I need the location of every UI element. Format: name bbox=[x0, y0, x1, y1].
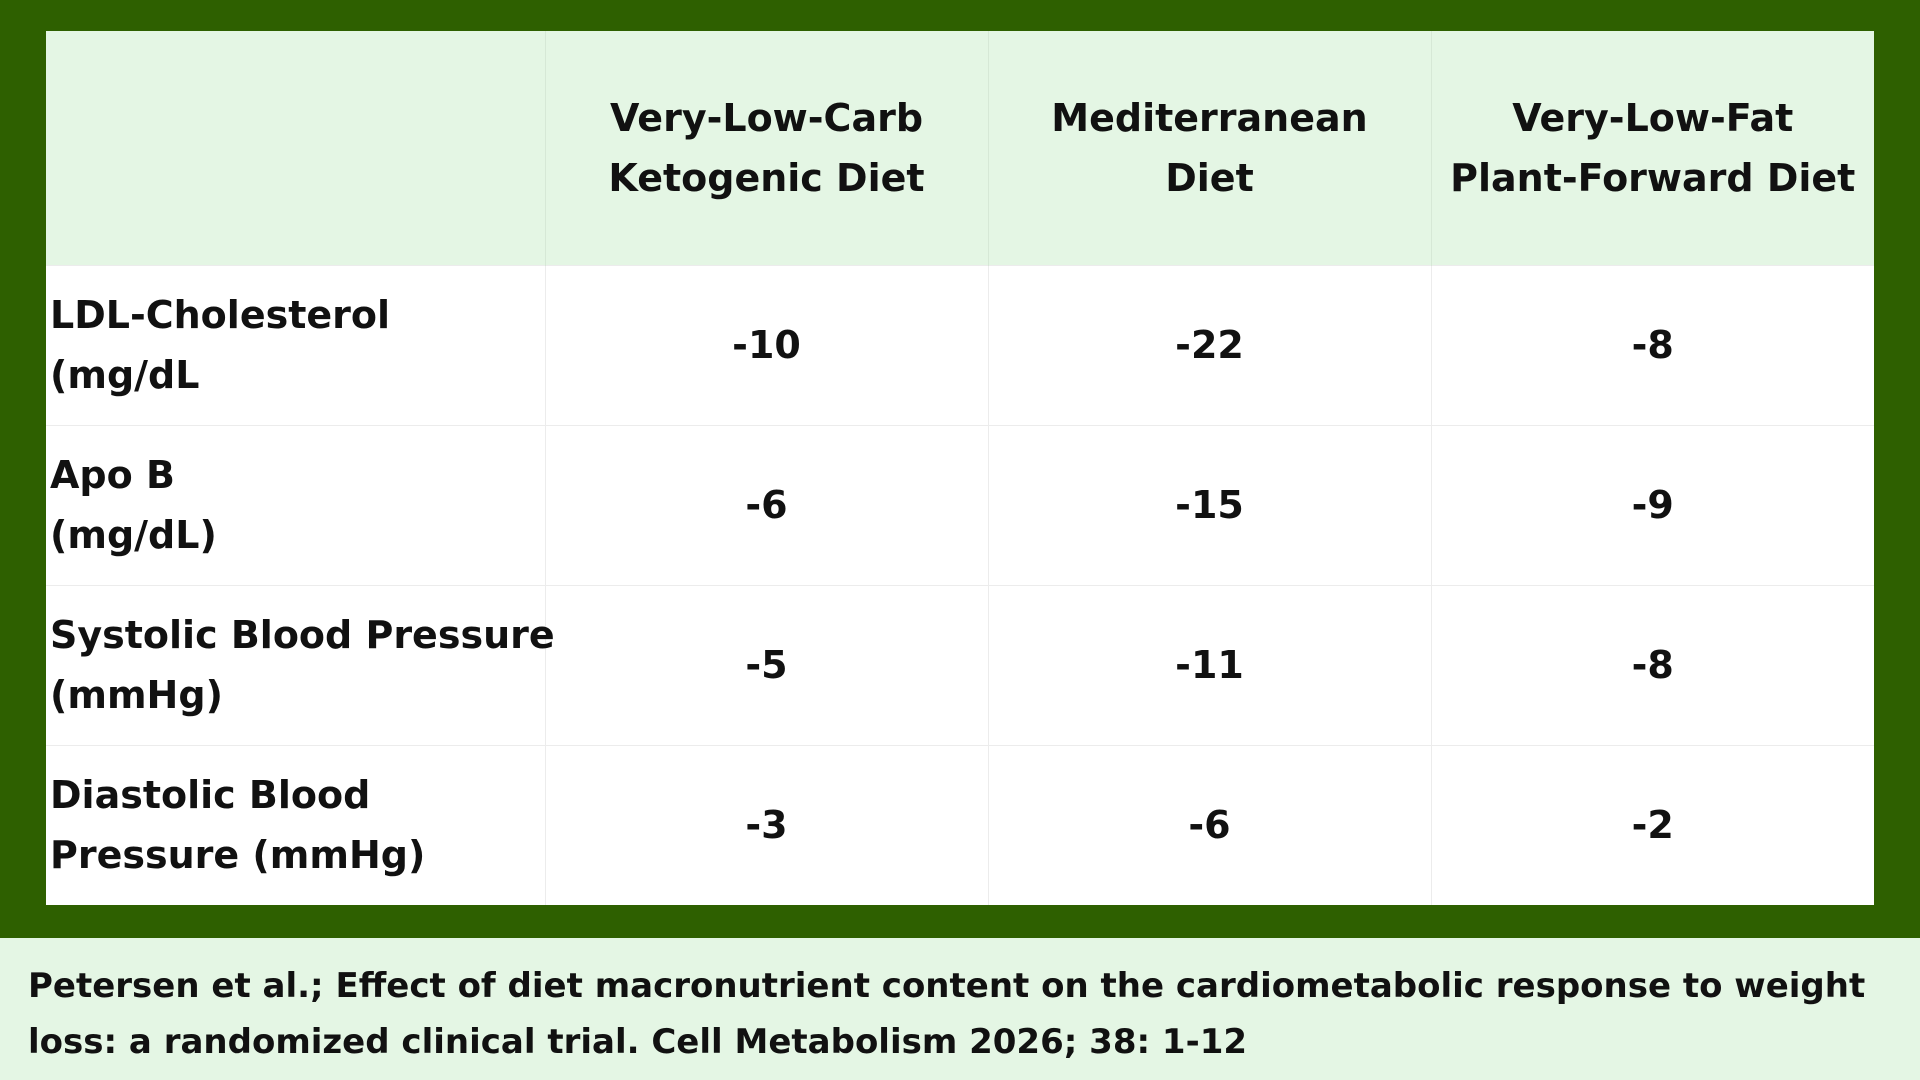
row-label-line: (mmHg) bbox=[50, 673, 223, 717]
cell-value: -10 bbox=[545, 264, 989, 425]
cell-value: -8 bbox=[1431, 584, 1874, 745]
row-label-line: Diastolic Blood bbox=[50, 773, 371, 818]
column-header-mediterranean: Mediterranean Diet bbox=[988, 31, 1432, 265]
row-label-line: Apo B bbox=[50, 453, 175, 497]
citation-line: Petersen et al.; Effect of diet macronut… bbox=[28, 966, 1866, 1006]
row-label-line: (mg/dL) bbox=[50, 513, 217, 557]
cell-value: -11 bbox=[988, 584, 1432, 745]
column-header-line: Very-Low-Fat bbox=[1512, 95, 1794, 140]
citation-line: loss: a randomized clinical trial. Cell … bbox=[28, 1022, 1248, 1062]
table-header-row: Very-Low-Carb Ketogenic Diet Mediterrane… bbox=[46, 31, 1874, 265]
column-header-keto: Very-Low-Carb Ketogenic Diet bbox=[545, 31, 989, 265]
row-label-line: Systolic Blood Pressure bbox=[50, 613, 555, 657]
row-label-apob: Apo B (mg/dL) bbox=[46, 424, 546, 585]
cell-value: -6 bbox=[988, 744, 1432, 905]
column-header-line: Very-Low-Carb bbox=[609, 95, 924, 140]
column-header-line: Ketogenic Diet bbox=[608, 155, 925, 200]
table-row-ldl: LDL-Cholesterol (mg/dL -10 -22 -8 bbox=[46, 264, 1874, 425]
cell-value: -15 bbox=[988, 424, 1432, 585]
row-label-line: LDL-Cholesterol bbox=[50, 293, 391, 337]
cell-value: -22 bbox=[988, 264, 1432, 425]
column-header-line: Mediterranean bbox=[1051, 95, 1368, 140]
column-header-plant-forward: Very-Low-Fat Plant-Forward Diet bbox=[1431, 31, 1874, 265]
cell-value: -9 bbox=[1431, 424, 1874, 585]
cell-value: -2 bbox=[1431, 744, 1874, 905]
column-header-line: Diet bbox=[1165, 155, 1254, 200]
table-row-diastolic: Diastolic Blood Pressure (mmHg) -3 -6 -2 bbox=[46, 744, 1874, 905]
row-label-diastolic: Diastolic Blood Pressure (mmHg) bbox=[46, 744, 546, 905]
table-row-systolic: Systolic Blood Pressure (mmHg) -5 -11 -8 bbox=[46, 584, 1874, 745]
row-label-systolic: Systolic Blood Pressure (mmHg) bbox=[46, 584, 555, 745]
results-table: Very-Low-Carb Ketogenic Diet Mediterrane… bbox=[46, 31, 1874, 905]
corner-cell bbox=[46, 31, 546, 265]
cell-value: -8 bbox=[1431, 264, 1874, 425]
citation: Petersen et al.; Effect of diet macronut… bbox=[28, 958, 1888, 1070]
cell-value: -5 bbox=[545, 584, 989, 745]
row-label-ldl: LDL-Cholesterol (mg/dL bbox=[46, 264, 546, 425]
row-label-line: (mg/dL bbox=[50, 353, 200, 397]
column-header-line: Plant-Forward Diet bbox=[1450, 155, 1856, 200]
cell-value: -6 bbox=[545, 424, 989, 585]
cell-value: -3 bbox=[545, 744, 989, 905]
table-frame: Very-Low-Carb Ketogenic Diet Mediterrane… bbox=[0, 0, 1920, 938]
table-row-apob: Apo B (mg/dL) -6 -15 -9 bbox=[46, 424, 1874, 585]
row-label-line: Pressure (mmHg) bbox=[50, 833, 426, 878]
